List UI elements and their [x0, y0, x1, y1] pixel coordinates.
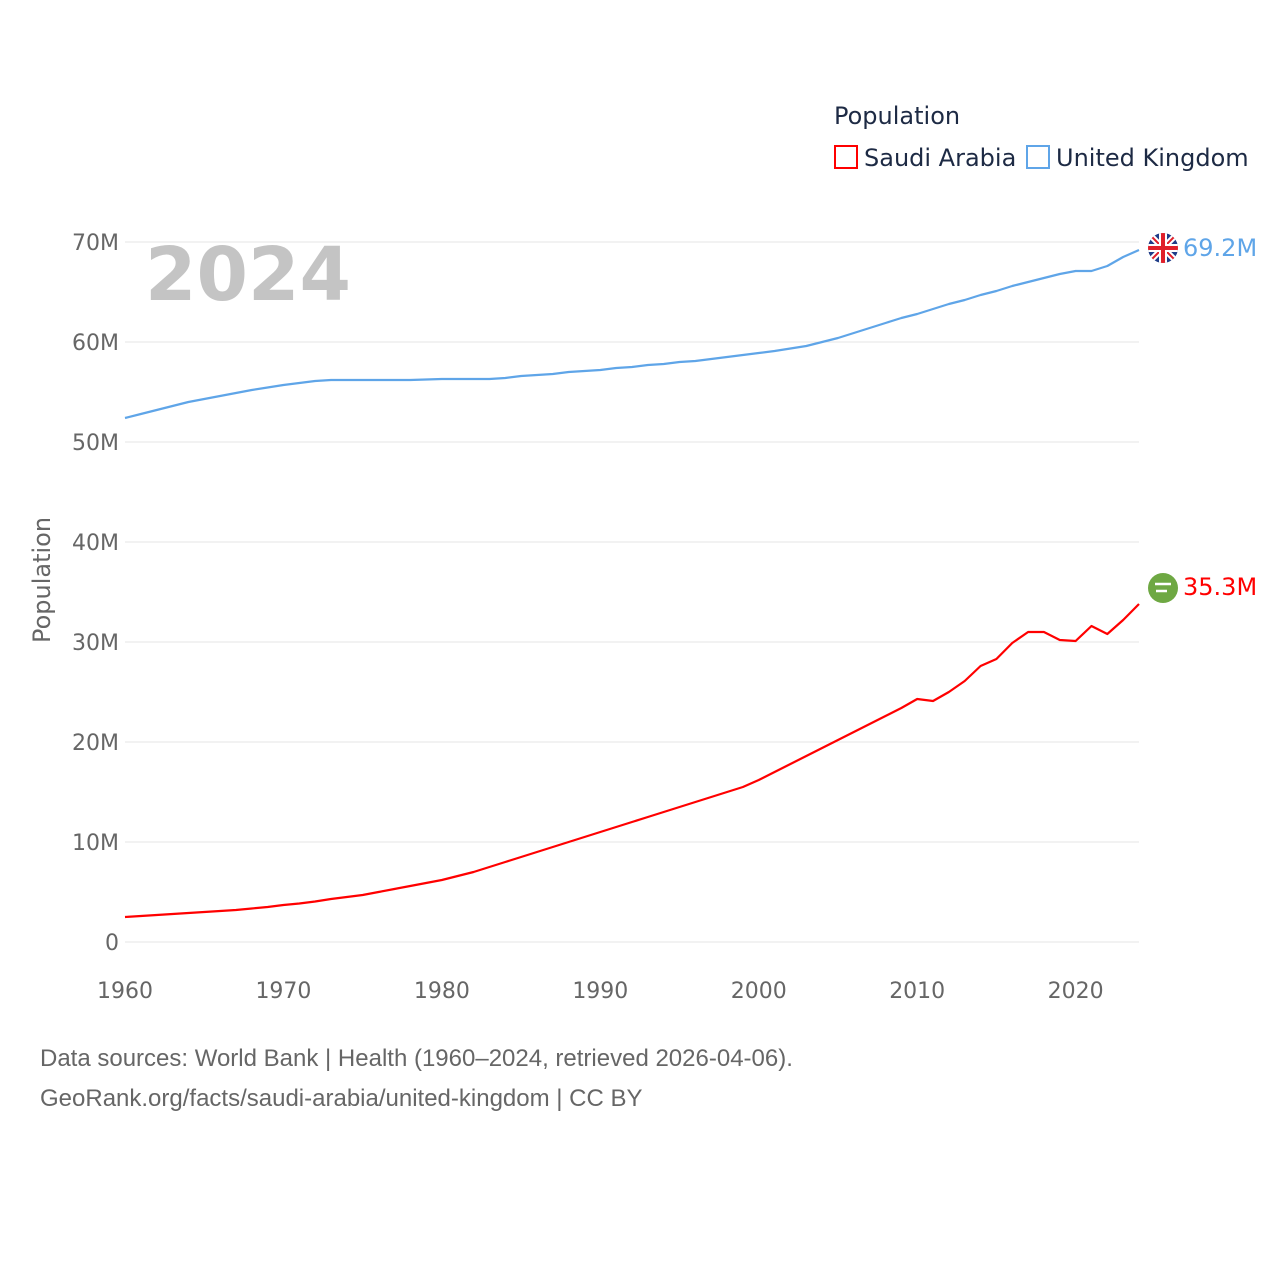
y-tick-label: 30M	[72, 631, 119, 656]
x-tick-label: 1980	[414, 979, 470, 1004]
x-tick-label: 2000	[731, 979, 787, 1004]
saudi-arabia-line[interactable]	[124, 603, 1140, 919]
x-tick-label: 1970	[255, 979, 311, 1004]
x-tick-label: 2010	[889, 979, 945, 1004]
y-tick-label: 60M	[72, 331, 119, 356]
legend-item-united-kingdom[interactable]: United Kingdom	[1026, 144, 1249, 172]
data-source-note: Data sources: World Bank | Health (1960–…	[40, 1045, 793, 1072]
united-kingdom-flag-icon	[1148, 233, 1178, 263]
y-tick-label: 50M	[72, 431, 119, 456]
legend-swatch-united-kingdom	[1026, 145, 1050, 169]
x-tick-label: 2020	[1048, 979, 1104, 1004]
year-watermark: 2024	[145, 232, 351, 318]
saudi-arabia-flag-icon	[1148, 573, 1178, 603]
legend-label-saudi-arabia: Saudi Arabia	[864, 144, 1016, 172]
y-tick-label: 0	[105, 931, 119, 956]
saudi-arabia-end-label: 35.3M	[1183, 573, 1257, 601]
legend-swatch-saudi-arabia	[834, 145, 858, 169]
y-tick-label: 40M	[72, 531, 119, 556]
attribution-link[interactable]: GeoRank.org/facts/saudi-arabia/united-ki…	[40, 1085, 643, 1112]
legend-label-united-kingdom: United Kingdom	[1056, 144, 1249, 172]
y-axis-label: Population	[28, 517, 56, 643]
y-tick-label: 10M	[72, 831, 119, 856]
x-tick-label: 1960	[97, 979, 153, 1004]
y-tick-label: 20M	[72, 731, 119, 756]
gridlines	[125, 241, 1139, 943]
legend-title: Population	[834, 102, 960, 130]
united-kingdom-end-label: 69.2M	[1183, 234, 1257, 262]
legend-item-saudi-arabia[interactable]: Saudi Arabia	[834, 144, 1016, 172]
x-tick-label: 1990	[572, 979, 628, 1004]
x-axis-ticks: 1960 1970 1980 1990 2000 2010 2020	[97, 979, 1104, 1004]
y-tick-label: 70M	[72, 231, 119, 256]
y-axis-ticks: 0 10M 20M 30M 40M 50M 60M 70M	[72, 231, 119, 956]
united-kingdom-line[interactable]	[124, 248, 1140, 420]
